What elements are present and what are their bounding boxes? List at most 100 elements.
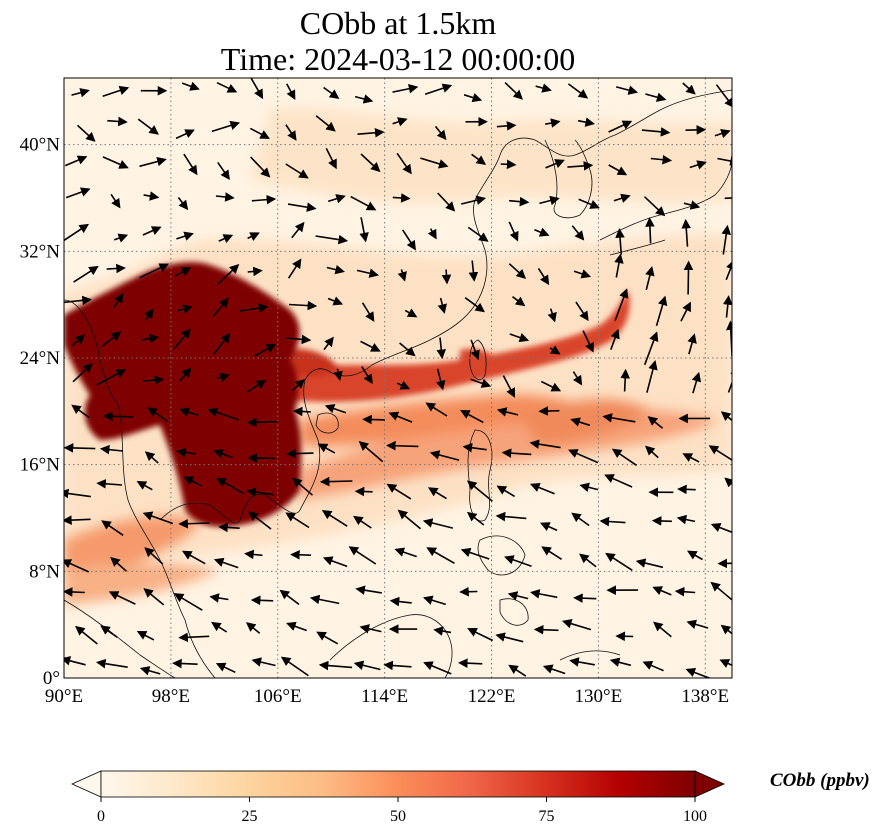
colorbar-tick-label: 25 xyxy=(242,808,258,825)
colorbar-extend-low xyxy=(71,770,102,798)
wind-vector xyxy=(292,477,314,496)
wind-vector xyxy=(496,121,517,131)
wind-vector xyxy=(359,217,369,243)
wind-vector xyxy=(542,664,566,675)
wind-vector xyxy=(354,94,374,104)
wind-vector xyxy=(327,296,344,306)
wind-vector xyxy=(396,152,412,175)
wind-vector xyxy=(535,83,552,93)
wind-vector xyxy=(500,159,517,170)
wind-vector xyxy=(720,411,732,422)
wind-vector xyxy=(708,445,732,461)
wind-vector xyxy=(397,269,407,282)
wind-vector xyxy=(181,81,200,91)
wind-vector xyxy=(72,363,93,383)
wind-vector xyxy=(495,632,524,643)
wind-vector xyxy=(683,200,701,210)
wind-vector xyxy=(101,331,122,348)
wind-vector xyxy=(209,593,229,603)
wind-vector xyxy=(571,512,590,527)
wind-vector xyxy=(144,547,164,565)
wind-vector xyxy=(575,301,589,322)
wind-vector xyxy=(245,622,261,634)
wind-vector xyxy=(64,295,92,306)
wind-vector xyxy=(402,229,416,251)
wind-vector xyxy=(383,660,412,671)
wind-vector xyxy=(251,657,276,667)
colorbar-extend-high xyxy=(694,770,725,798)
wind-vector xyxy=(641,127,671,137)
wind-vector xyxy=(71,334,86,347)
wind-vector xyxy=(315,115,336,132)
wind-vector xyxy=(727,366,732,393)
wind-vector xyxy=(172,658,198,669)
wind-vector xyxy=(176,447,197,458)
wind-vector xyxy=(545,118,561,128)
wind-vector xyxy=(645,445,659,459)
wind-vector xyxy=(215,662,236,674)
wind-vector xyxy=(392,84,419,94)
wind-vector xyxy=(286,448,314,459)
wind-vector xyxy=(579,553,597,568)
wind-vector xyxy=(577,117,595,127)
wind-vector xyxy=(540,380,562,392)
wind-vector xyxy=(362,414,385,425)
wind-vector xyxy=(611,448,638,467)
wind-vector xyxy=(470,378,492,388)
wind-vector xyxy=(687,333,697,355)
wind-vector xyxy=(687,550,703,561)
wind-vector xyxy=(176,304,193,314)
wind-vector xyxy=(139,263,170,279)
wind-vector xyxy=(568,449,599,464)
wind-vector xyxy=(76,124,96,142)
wind-vector xyxy=(136,630,155,641)
wind-vector xyxy=(461,195,487,205)
wind-vector xyxy=(142,511,174,525)
wind-vector xyxy=(533,624,559,635)
wind-vector xyxy=(173,593,203,611)
wind-vector xyxy=(569,657,595,667)
wind-vector xyxy=(250,78,264,100)
wind-vector xyxy=(321,510,348,527)
wind-vector-field xyxy=(64,78,732,678)
wind-vector xyxy=(495,511,527,522)
wind-vector xyxy=(466,480,493,502)
wind-vector xyxy=(602,413,636,423)
wind-vector xyxy=(685,125,707,135)
wind-vector xyxy=(359,624,382,634)
wind-vector xyxy=(217,161,230,181)
wind-vector xyxy=(142,226,162,236)
wind-vector xyxy=(247,266,263,277)
lat-tick-label: 16°N xyxy=(20,455,61,476)
wind-vector xyxy=(686,619,709,629)
wind-vector xyxy=(508,664,527,677)
wind-vector xyxy=(65,187,91,199)
wind-vector xyxy=(213,332,231,355)
plume-pacific-mid xyxy=(300,394,610,447)
wind-vector xyxy=(108,591,136,605)
colorbar-tick-label: 75 xyxy=(539,808,555,825)
wind-vector xyxy=(218,522,240,533)
lat-tick-label: 24°N xyxy=(20,348,61,369)
wind-vector xyxy=(211,120,241,133)
wind-vector xyxy=(216,81,238,93)
wind-vector xyxy=(429,450,460,461)
wind-vector xyxy=(573,269,592,279)
wind-vector xyxy=(578,198,600,209)
wind-vector xyxy=(545,159,565,169)
wind-vector xyxy=(144,308,154,321)
wind-vector xyxy=(685,667,712,678)
wind-vector xyxy=(724,197,732,200)
wind-vector xyxy=(353,660,381,671)
wind-vector xyxy=(285,163,309,179)
wind-vector xyxy=(175,129,195,140)
wind-vector xyxy=(143,191,160,201)
lon-tick-label: 130°E xyxy=(575,686,623,707)
plume-indochina-core xyxy=(64,262,302,527)
wind-vector xyxy=(96,369,127,386)
wind-vector xyxy=(714,128,731,139)
coastline-luzon xyxy=(467,429,493,522)
wind-vector xyxy=(144,451,159,464)
wind-vector xyxy=(538,406,560,416)
wind-vector xyxy=(179,407,199,417)
